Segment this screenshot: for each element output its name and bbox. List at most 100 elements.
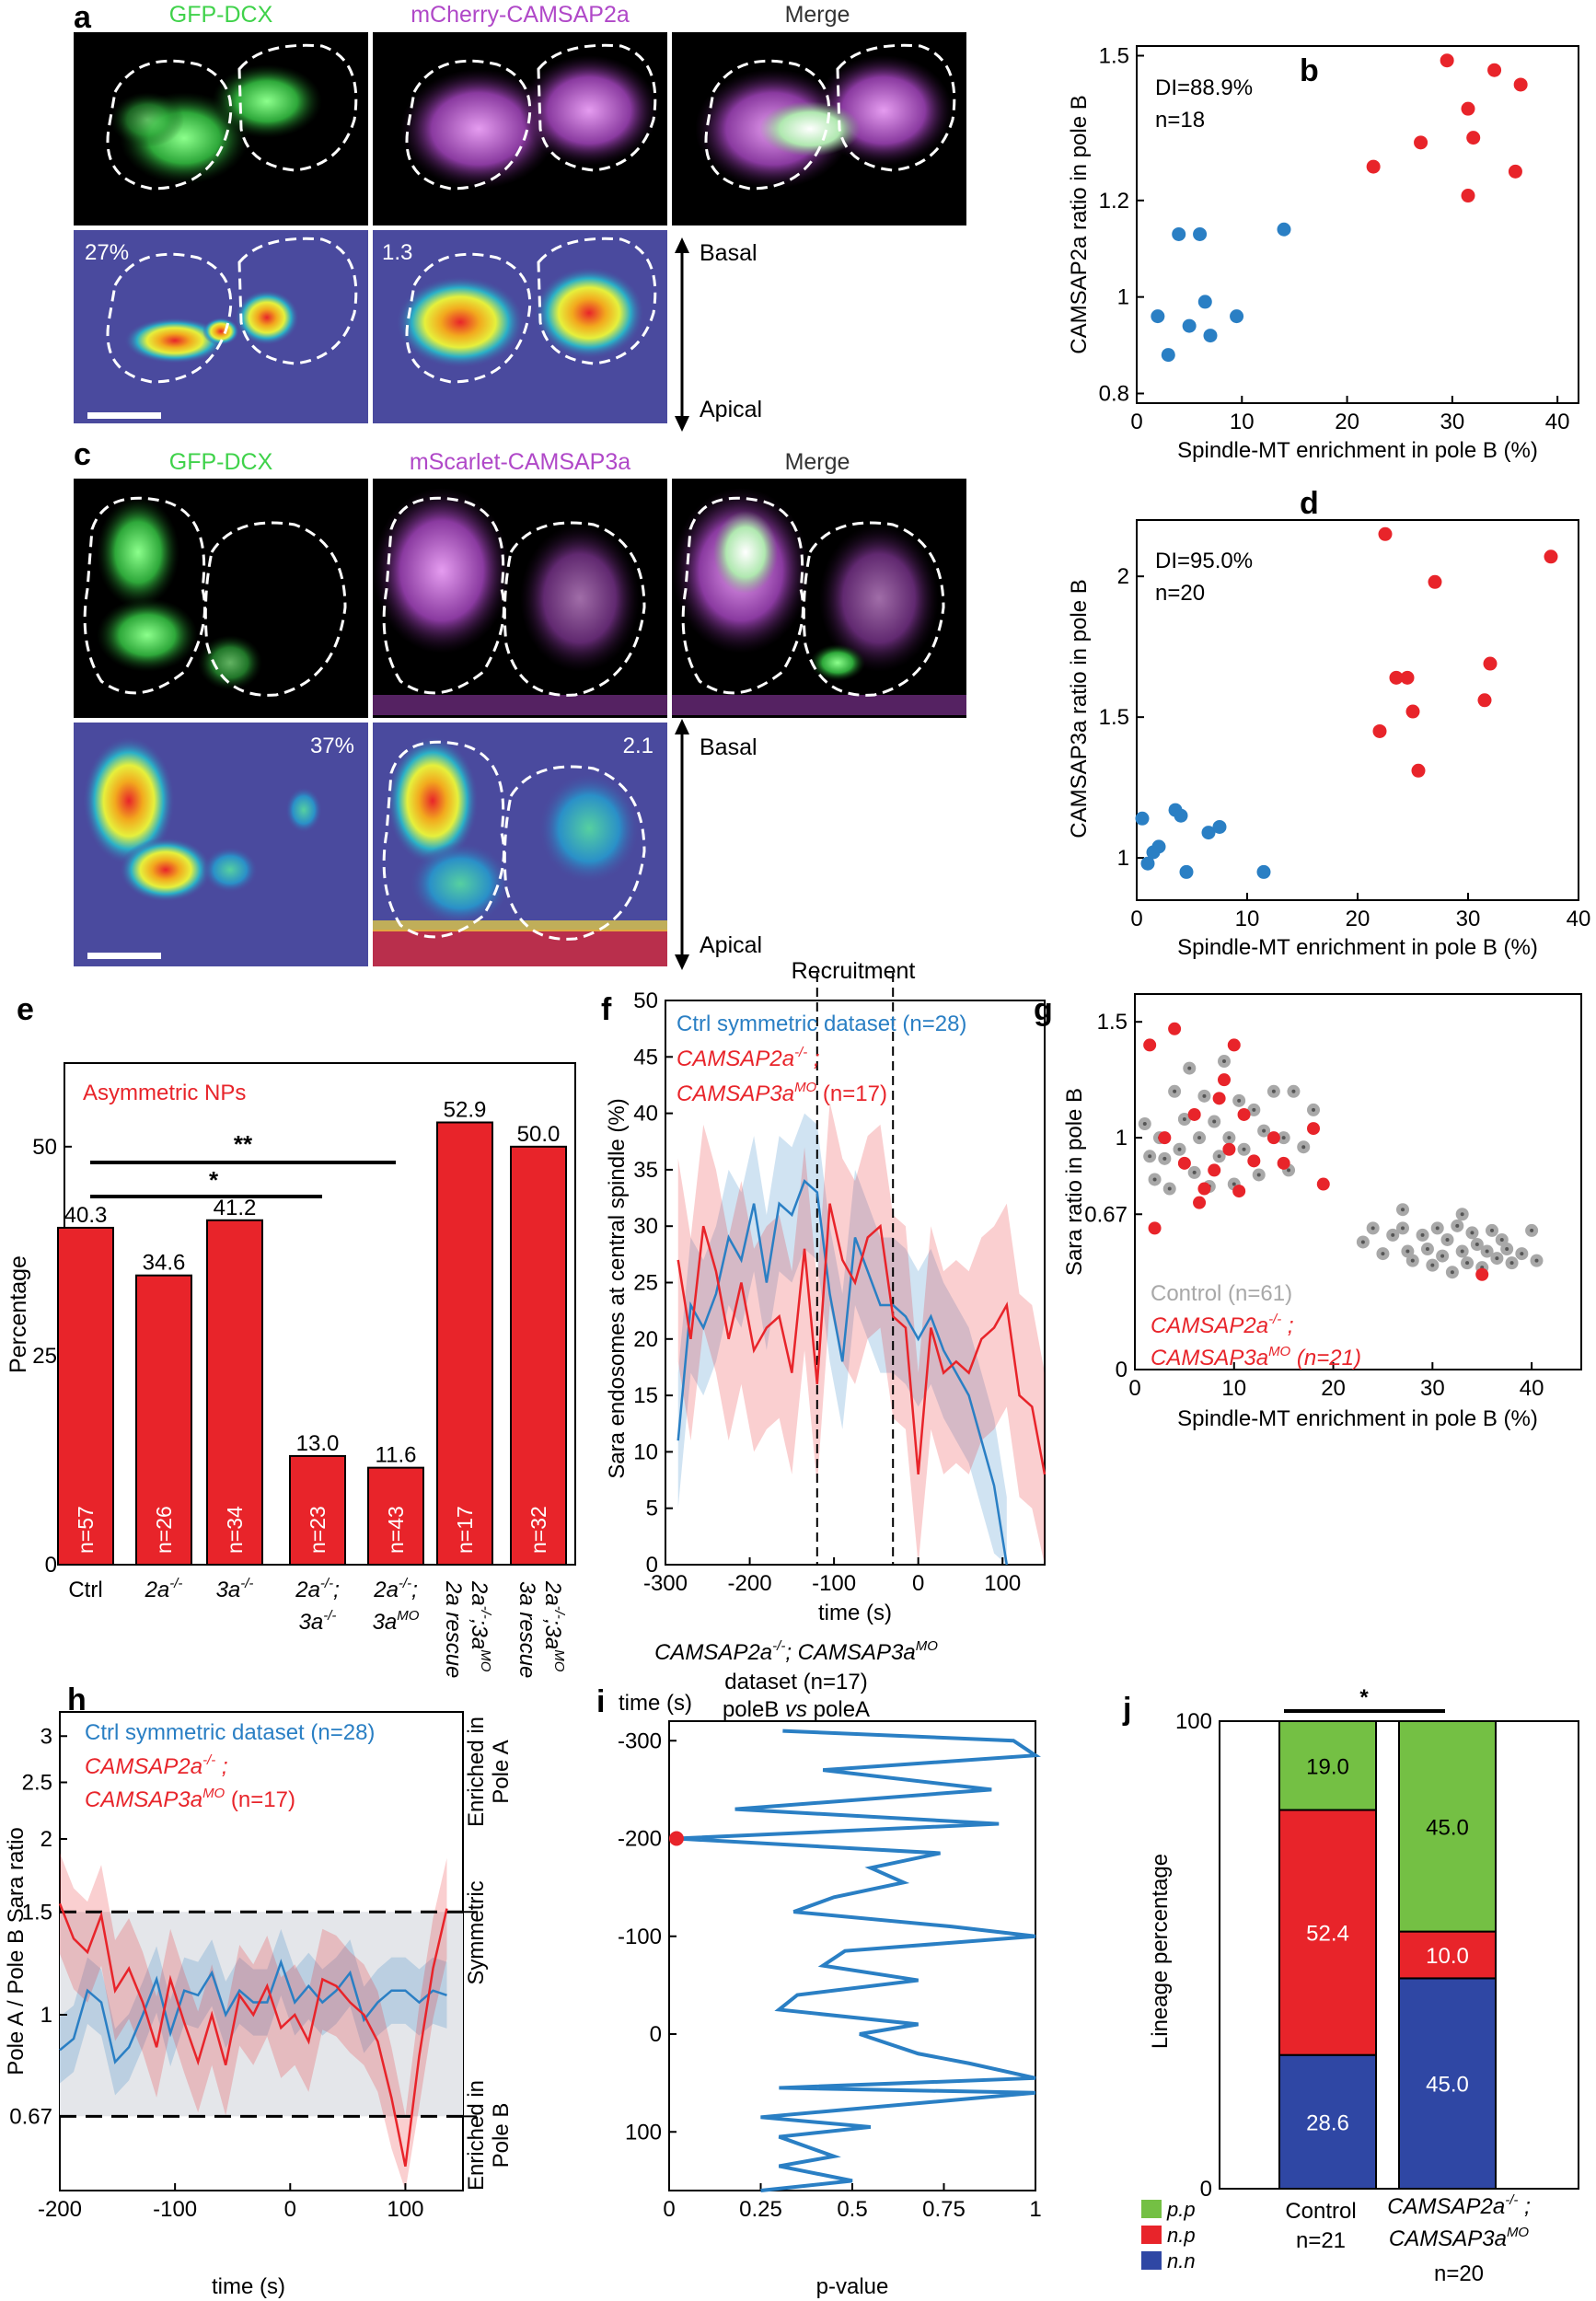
data-point-center: [1212, 1120, 1216, 1124]
data-point-center: [1262, 1129, 1266, 1133]
y-tick-label: 1.5: [1099, 705, 1129, 730]
y-axis-label-i: time (s): [619, 1691, 692, 1716]
x-tick-label: 100: [387, 2197, 423, 2222]
data-point: [1193, 227, 1207, 241]
data-point-center: [1237, 1099, 1241, 1103]
segment-value-label: 45.0: [1426, 1815, 1469, 1840]
scale-bar-c: [87, 953, 161, 959]
data-point-center: [1486, 1250, 1489, 1254]
data-point: [1379, 527, 1393, 541]
x-tick-label: 10: [1230, 410, 1255, 434]
line-i: [669, 1731, 1035, 2191]
data-point-center: [1401, 1226, 1405, 1230]
y-tick-label: 1: [1117, 846, 1129, 871]
bars-e: 40.3n=5734.6n=2641.2n=3413.0n=2311.6n=43…: [58, 1097, 566, 1565]
panel-c-title-magenta: mScarlet-CAMSAP3a: [410, 449, 630, 475]
panel-a: a GFP-DCX mCherry-CAMSAP2a Merge: [74, 0, 966, 432]
x-axis-label-i: p-value: [816, 2274, 889, 2299]
x-axis-label-g: Spindle-MT enrichment in pole B (%): [1177, 1406, 1538, 1431]
y-tick-label: -200: [618, 1827, 662, 1852]
x-tick-label: 0: [1128, 1376, 1140, 1401]
data-point-center: [1510, 1261, 1514, 1265]
panel-letter-d: d: [1300, 486, 1319, 521]
data-point: [1278, 223, 1291, 237]
data-point-center: [1530, 1229, 1533, 1232]
heatmap-gfp-dcx-a: 27%: [74, 230, 368, 423]
x-tick-label: 30: [1440, 410, 1465, 434]
y-tick-label: 3: [40, 1724, 52, 1749]
data-point: [1514, 77, 1528, 91]
data-point: [1462, 189, 1475, 202]
title-i-l2: dataset (n=17): [724, 1670, 867, 1694]
cat-label-2a3a-l1: 2a-/-;: [295, 1576, 340, 1602]
y-tick-label: 1.5: [1097, 1010, 1128, 1035]
panel-e: e Asymmetric NPs Percentage ** * 02550 4…: [6, 992, 575, 1678]
panel-c-title-green: GFP-DCX: [169, 449, 273, 475]
y-tick-label: 10: [633, 1440, 658, 1464]
value-label-37: 37%: [310, 734, 354, 758]
legend-mut-h-l1: CAMSAP2a-/- ;: [85, 1752, 228, 1779]
y-tick-label: 35: [633, 1158, 658, 1183]
y-tick-label: 2: [1117, 564, 1129, 589]
x-tick-label: 10: [1235, 907, 1260, 931]
x-axis-label-h: time (s): [212, 2274, 285, 2299]
data-point: [1218, 1073, 1231, 1086]
region-enriched-a-l2: Pole A: [489, 1740, 514, 1803]
data-point: [1440, 53, 1454, 67]
segment-value-label: 28.6: [1306, 2110, 1349, 2135]
cat-label-3a: 3a-/-: [216, 1576, 254, 1602]
panel-j: j Lineage percentage * 0100 28.652.419.0…: [1122, 1685, 1579, 2286]
segment-value-label: 10.0: [1426, 1944, 1469, 1969]
data-point: [1247, 1154, 1260, 1167]
data-point: [1188, 1108, 1201, 1121]
data-point: [1487, 64, 1501, 77]
legend-mut-h-l2: CAMSAP3aMO (n=17): [85, 1786, 295, 1812]
data-point: [1204, 329, 1218, 342]
data-point-center: [1490, 1229, 1494, 1232]
x-tick-label: -200: [38, 2197, 82, 2222]
bar: [437, 1122, 492, 1565]
data-point: [1238, 1108, 1251, 1121]
data-point: [1208, 1163, 1220, 1176]
data-point-center: [1272, 1090, 1276, 1093]
data-point-center: [1178, 1148, 1182, 1151]
data-point: [1475, 1268, 1488, 1281]
legend-j: p.p n.p n.n: [1141, 2198, 1196, 2272]
micrograph-camsap3a: [373, 479, 667, 718]
data-point: [1367, 160, 1381, 174]
data-point-center: [1520, 1252, 1523, 1255]
y-axis-label-h: Pole A / Pole B Sara ratio: [4, 1827, 29, 2076]
panel-letter-j: j: [1122, 1692, 1131, 1727]
region-enriched-b-l1: Enriched in: [464, 2080, 489, 2191]
x-tick-label: 0: [663, 2197, 675, 2222]
legend-label-np: n.p: [1167, 2224, 1196, 2247]
data-point: [1406, 705, 1420, 719]
data-point: [1484, 657, 1498, 671]
y-axis-label-e: Percentage: [6, 1255, 31, 1373]
bars-j: 28.652.419.045.010.045.0: [1279, 1721, 1496, 2189]
data-point-center: [1411, 1259, 1415, 1263]
micrograph-camsap2a: [373, 32, 667, 225]
data-point-center: [1252, 1108, 1255, 1112]
x-tick-label: 30: [1456, 907, 1481, 931]
legend-swatch-pp: [1141, 2200, 1162, 2218]
legend-control-g: Control (n=61): [1151, 1281, 1292, 1306]
cat-label-control: Control: [1285, 2199, 1356, 2224]
data-point: [1197, 1183, 1210, 1196]
y-tick-label: 1: [40, 2003, 52, 2028]
data-point: [1307, 1122, 1320, 1135]
y-tick-label: 30: [633, 1214, 658, 1239]
ticks-b: 0 10 20 30 40 0.8 1 1.2 1.5: [1099, 43, 1570, 434]
legend-swatch-np: [1141, 2226, 1162, 2244]
data-point-center: [1535, 1259, 1539, 1263]
x-tick-label: 0: [912, 1571, 924, 1596]
y-tick-label: 0.67: [9, 2104, 52, 2129]
bar-value-label: 41.2: [214, 1196, 257, 1220]
data-point: [1162, 348, 1175, 362]
panel-letter-a: a: [74, 0, 92, 35]
data-point-center: [1168, 1187, 1172, 1191]
bar-value-label: 34.6: [143, 1251, 186, 1276]
cat-label-2a: 2a-/-: [145, 1576, 183, 1602]
scale-bar-a: [87, 412, 161, 419]
micrograph-merge-c: [672, 479, 966, 718]
